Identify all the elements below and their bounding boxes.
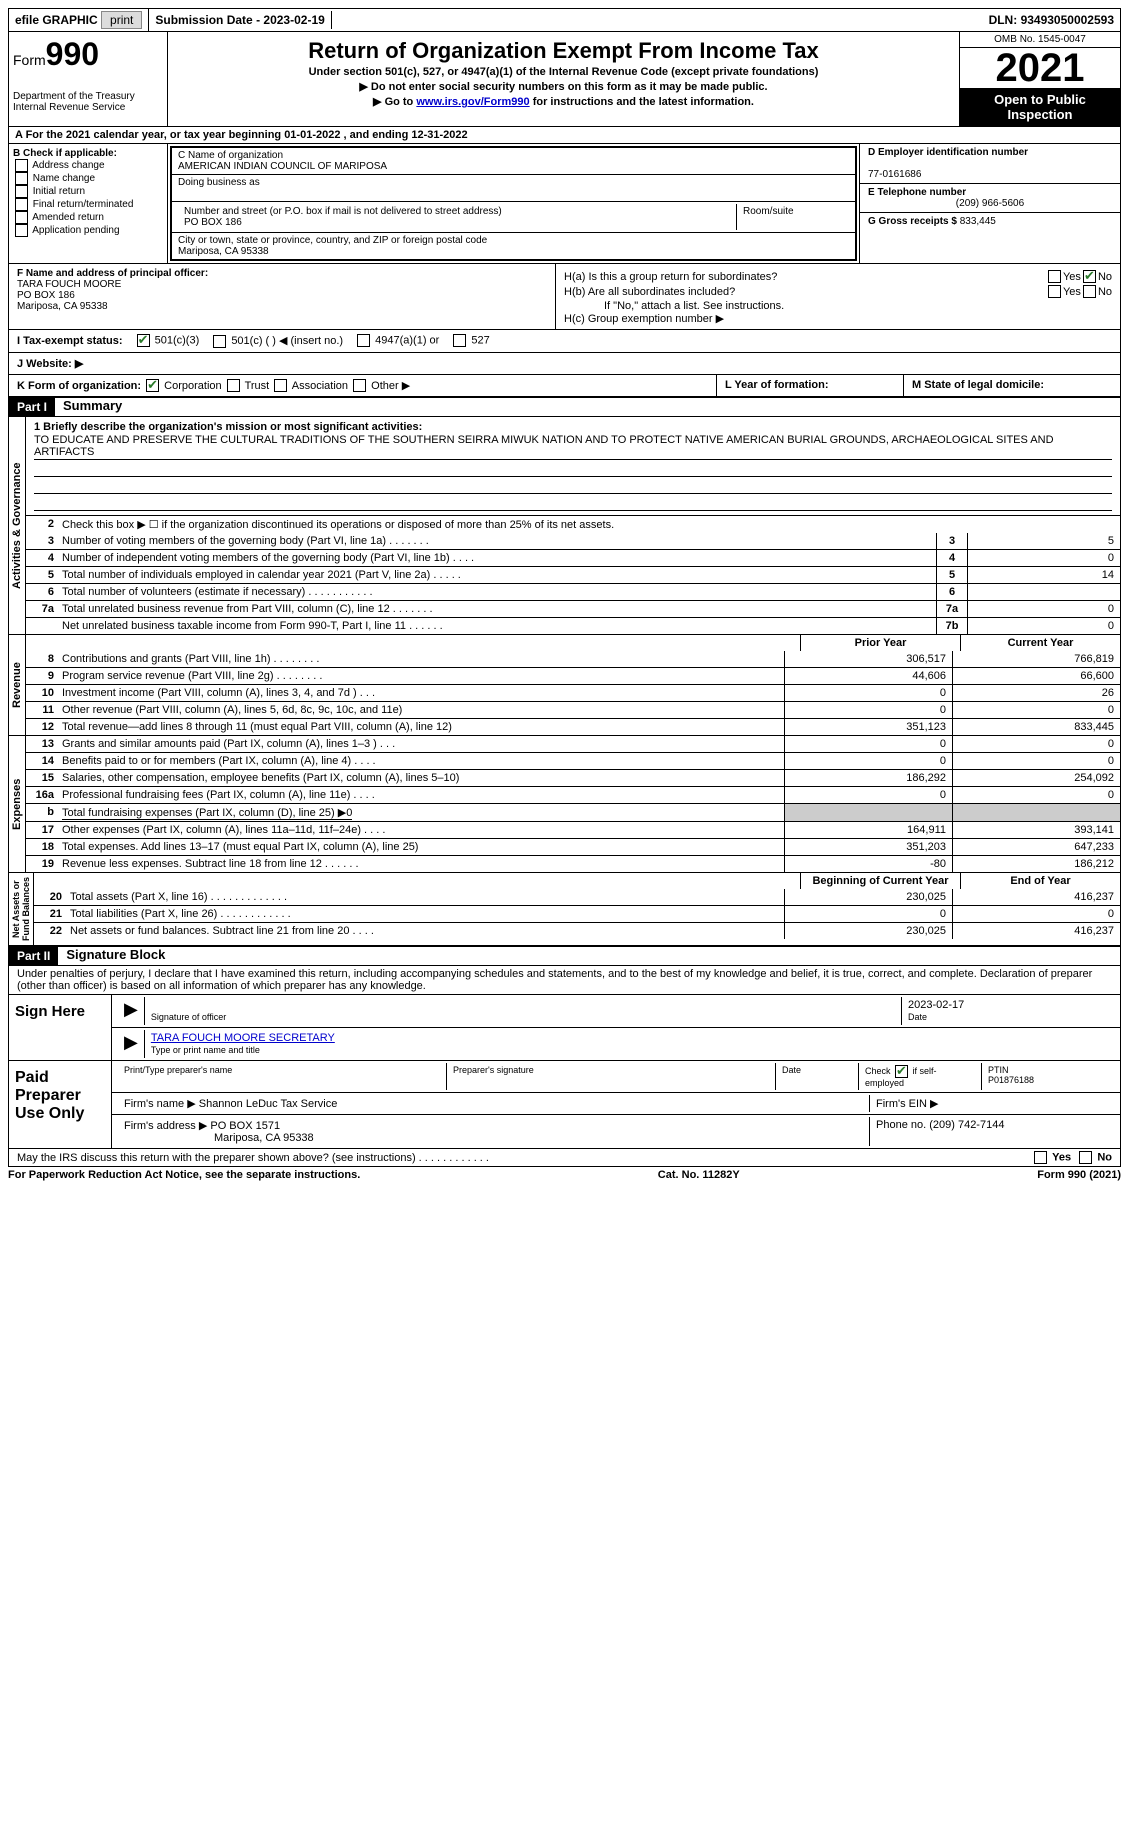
summary-line: 8Contributions and grants (Part VIII, li… <box>26 651 1120 667</box>
cb-initial-return[interactable] <box>15 185 28 198</box>
paid-preparer-label: Paid Preparer Use Only <box>9 1061 112 1148</box>
revenue-block: Revenue Prior YearCurrent Year 8Contribu… <box>8 635 1121 736</box>
cb-self-employed[interactable] <box>895 1065 908 1078</box>
cb-other[interactable] <box>353 379 366 392</box>
form-header: Form990 Department of the Treasury Inter… <box>8 32 1121 127</box>
vlabel-exp: Expenses <box>9 736 26 872</box>
summary-line: 15Salaries, other compensation, employee… <box>26 769 1120 786</box>
summary-line: 13Grants and similar amounts paid (Part … <box>26 736 1120 752</box>
summary-line: 7aTotal unrelated business revenue from … <box>26 600 1120 617</box>
cb-trust[interactable] <box>227 379 240 392</box>
cb-hb-no[interactable] <box>1083 285 1096 298</box>
cb-app-pending[interactable] <box>15 224 28 237</box>
row-j-website: J Website: ▶ <box>8 353 1121 375</box>
summary-line: 6Total number of volunteers (estimate if… <box>26 583 1120 600</box>
summary-line: bTotal fundraising expenses (Part IX, co… <box>26 803 1120 821</box>
summary-line: 21Total liabilities (Part X, line 26) . … <box>34 905 1120 922</box>
section-bcd: B Check if applicable: Address change Na… <box>8 144 1121 264</box>
summary-line: Net unrelated business taxable income fr… <box>26 617 1120 634</box>
netassets-block: Net Assets or Fund Balances Beginning of… <box>8 873 1121 946</box>
cb-ha-no[interactable] <box>1083 270 1096 283</box>
cb-corp[interactable] <box>146 379 159 392</box>
part2-header: Part II <box>9 947 58 965</box>
summary-line: 20Total assets (Part X, line 16) . . . .… <box>34 889 1120 905</box>
col-c-org: C Name of organizationAMERICAN INDIAN CO… <box>168 144 860 263</box>
cb-501c3[interactable] <box>137 334 150 347</box>
cb-name-change[interactable] <box>15 172 28 185</box>
row-i-tax-status: I Tax-exempt status: 501(c)(3) 501(c) ( … <box>8 330 1121 353</box>
col-b-checkboxes: B Check if applicable: Address change Na… <box>9 144 168 263</box>
summary-line: 19Revenue less expenses. Subtract line 1… <box>26 855 1120 872</box>
cb-address-change[interactable] <box>15 159 28 172</box>
summary-line: 10Investment income (Part VIII, column (… <box>26 684 1120 701</box>
cb-discuss-no[interactable] <box>1079 1151 1092 1164</box>
part1-header: Part I <box>9 398 55 416</box>
cb-4947[interactable] <box>357 334 370 347</box>
summary-line: 16aProfessional fundraising fees (Part I… <box>26 786 1120 803</box>
irs-link[interactable]: www.irs.gov/Form990 <box>416 96 529 108</box>
part2-title: Signature Block <box>58 947 165 965</box>
year-block: OMB No. 1545-0047 2021 Open to Public In… <box>959 32 1120 126</box>
top-bar: efile GRAPHIC print Submission Date - 20… <box>8 8 1121 32</box>
form-title: Return of Organization Exempt From Incom… <box>172 38 955 64</box>
submission-date: Submission Date - 2023-02-19 <box>149 11 331 29</box>
dln: DLN: 93493050002593 <box>983 11 1120 29</box>
form-title-block: Return of Organization Exempt From Incom… <box>168 32 959 126</box>
print-button[interactable]: print <box>101 11 142 29</box>
vlabel-na: Net Assets or Fund Balances <box>9 873 34 945</box>
col-h-group: H(a) Is this a group return for subordin… <box>556 264 1120 329</box>
summary-line: 5Total number of individuals employed in… <box>26 566 1120 583</box>
summary-line: 17Other expenses (Part IX, column (A), l… <box>26 821 1120 838</box>
sign-here-label: Sign Here <box>9 995 112 1060</box>
summary-line: 14Benefits paid to or for members (Part … <box>26 752 1120 769</box>
cb-assoc[interactable] <box>274 379 287 392</box>
summary-line: 3Number of voting members of the governi… <box>26 533 1120 549</box>
row-a-tax-year: A For the 2021 calendar year, or tax yea… <box>8 127 1121 144</box>
col-f-officer: F Name and address of principal officer:… <box>9 264 556 329</box>
officer-name-link[interactable]: TARA FOUCH MOORE SECRETARY <box>151 1032 335 1044</box>
discuss-row: May the IRS discuss this return with the… <box>8 1149 1121 1167</box>
cb-amended[interactable] <box>15 211 28 224</box>
cb-ha-yes[interactable] <box>1048 270 1061 283</box>
expenses-block: Expenses 13Grants and similar amounts pa… <box>8 736 1121 873</box>
footer-row: For Paperwork Reduction Act Notice, see … <box>8 1167 1121 1183</box>
vlabel-rev: Revenue <box>9 635 26 735</box>
section-fh: F Name and address of principal officer:… <box>8 264 1121 330</box>
cb-527[interactable] <box>453 334 466 347</box>
efile-label: efile GRAPHIC print <box>9 9 149 31</box>
vlabel-ag: Activities & Governance <box>9 417 26 634</box>
signature-block: Under penalties of perjury, I declare th… <box>8 966 1121 1149</box>
mission-text: TO EDUCATE AND PRESERVE THE CULTURAL TRA… <box>34 433 1112 460</box>
row-k-form-org: K Form of organization: Corporation Trus… <box>8 375 1121 398</box>
cb-hb-yes[interactable] <box>1048 285 1061 298</box>
cb-501c[interactable] <box>213 335 226 348</box>
summary-line: 4Number of independent voting members of… <box>26 549 1120 566</box>
col-d-ein: D Employer identification number77-01616… <box>860 144 1120 263</box>
summary-line: 11Other revenue (Part VIII, column (A), … <box>26 701 1120 718</box>
summary-line: 12Total revenue—add lines 8 through 11 (… <box>26 718 1120 735</box>
cb-final-return[interactable] <box>15 198 28 211</box>
part1-body: Activities & Governance 1 Briefly descri… <box>8 417 1121 635</box>
form-number-block: Form990 Department of the Treasury Inter… <box>9 32 168 126</box>
cb-discuss-yes[interactable] <box>1034 1151 1047 1164</box>
part1-title: Summary <box>55 398 122 416</box>
summary-line: 22Net assets or fund balances. Subtract … <box>34 922 1120 939</box>
summary-line: 18Total expenses. Add lines 13–17 (must … <box>26 838 1120 855</box>
summary-line: 9Program service revenue (Part VIII, lin… <box>26 667 1120 684</box>
